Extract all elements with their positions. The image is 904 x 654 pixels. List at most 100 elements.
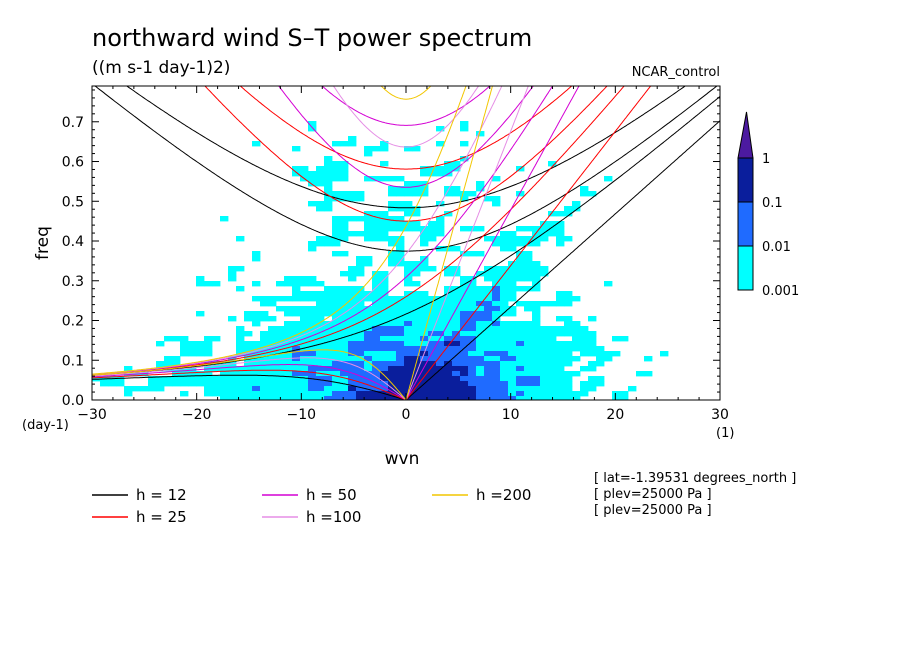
heat-cell	[452, 346, 461, 352]
heat-cell	[412, 261, 421, 267]
heat-cell	[292, 281, 301, 287]
heat-cell	[556, 231, 565, 237]
heat-cell	[420, 371, 429, 377]
heat-cell	[300, 171, 309, 177]
heat-cell	[340, 221, 349, 227]
heat-cell	[468, 391, 477, 397]
heat-cell	[476, 311, 485, 317]
heat-cell	[524, 386, 533, 392]
heat-cell	[148, 386, 157, 392]
heat-cell	[252, 141, 261, 147]
heat-cell	[348, 301, 357, 307]
heat-cell	[284, 371, 293, 377]
heat-cell	[364, 366, 373, 372]
heat-cell	[284, 281, 293, 287]
heat-cell	[436, 316, 445, 322]
y-tick-label: 0.0	[62, 393, 84, 409]
heat-cell	[244, 381, 253, 387]
heat-cell	[444, 311, 453, 317]
heat-cell	[476, 396, 485, 400]
heat-cell	[580, 331, 589, 337]
heat-cell	[444, 271, 453, 277]
heat-cell	[348, 306, 357, 312]
heat-cell	[172, 376, 181, 382]
heat-cell	[524, 371, 533, 377]
heat-cell	[116, 381, 125, 387]
heat-cell	[524, 381, 533, 387]
heat-cell	[508, 341, 517, 347]
heat-cell	[204, 381, 213, 387]
heat-cell	[532, 306, 541, 312]
heat-cell	[460, 281, 469, 287]
heat-cell	[548, 346, 557, 352]
heat-cell	[356, 391, 365, 397]
heat-cell	[268, 331, 277, 337]
heat-cell	[556, 376, 565, 382]
heat-cell	[380, 326, 389, 332]
heat-cell	[588, 361, 597, 367]
heat-cell	[364, 356, 373, 362]
heat-cell	[316, 291, 325, 297]
dispersion-curve-h50-er	[92, 364, 407, 400]
heat-cell	[516, 241, 525, 247]
heat-cell	[556, 241, 565, 247]
heat-cell	[332, 161, 341, 167]
heat-cell	[508, 231, 517, 237]
heat-cell	[308, 331, 317, 337]
heat-cell	[396, 361, 405, 367]
heat-cell	[500, 266, 509, 272]
heat-cell	[340, 371, 349, 377]
heat-cell	[124, 386, 133, 392]
heat-cell	[548, 361, 557, 367]
heat-cell	[340, 331, 349, 337]
heat-cell	[356, 296, 365, 302]
heat-cell	[308, 361, 317, 367]
heat-cell	[324, 301, 333, 307]
heat-cell	[292, 326, 301, 332]
heat-cell	[204, 351, 213, 357]
heat-cell	[516, 256, 525, 262]
heat-cell	[484, 351, 493, 357]
heat-cell	[388, 331, 397, 337]
heat-cell	[524, 326, 533, 332]
heat-cell	[380, 211, 389, 217]
heat-cell	[316, 296, 325, 302]
heat-cell	[324, 206, 333, 212]
heat-cell	[324, 176, 333, 182]
heat-cell	[556, 296, 565, 302]
heat-cell	[500, 346, 509, 352]
heat-cell	[268, 336, 277, 342]
y-tick-label: 0.3	[62, 274, 84, 290]
heat-cell	[452, 366, 461, 372]
heat-cell	[396, 366, 405, 372]
heat-cell	[564, 331, 573, 337]
heat-cell	[436, 391, 445, 397]
heat-cell	[524, 226, 533, 232]
heat-cell	[524, 286, 533, 292]
heat-cell	[444, 186, 453, 192]
heat-cell	[236, 391, 245, 397]
heat-cell	[308, 181, 317, 187]
heat-cell	[564, 371, 573, 377]
heat-cell	[284, 306, 293, 312]
heat-cell	[596, 361, 605, 367]
heat-cell	[596, 356, 605, 362]
heat-cell	[516, 366, 525, 372]
heat-cell	[468, 336, 477, 342]
heat-cell	[380, 146, 389, 152]
heat-cell	[492, 321, 501, 327]
heat-cell	[548, 371, 557, 377]
heat-cell	[508, 396, 517, 400]
legend-label: h =100	[306, 508, 361, 526]
heat-cell	[468, 361, 477, 367]
heat-cell	[508, 366, 517, 372]
heat-cell	[548, 391, 557, 397]
dispersion-curve-h25-ig1	[204, 86, 608, 222]
heat-cell	[460, 351, 469, 357]
heat-cell	[204, 346, 213, 352]
heat-cell	[620, 396, 629, 400]
heat-cell	[516, 286, 525, 292]
heat-cell	[588, 346, 597, 352]
heat-cell	[396, 176, 405, 182]
heat-cell	[316, 336, 325, 342]
